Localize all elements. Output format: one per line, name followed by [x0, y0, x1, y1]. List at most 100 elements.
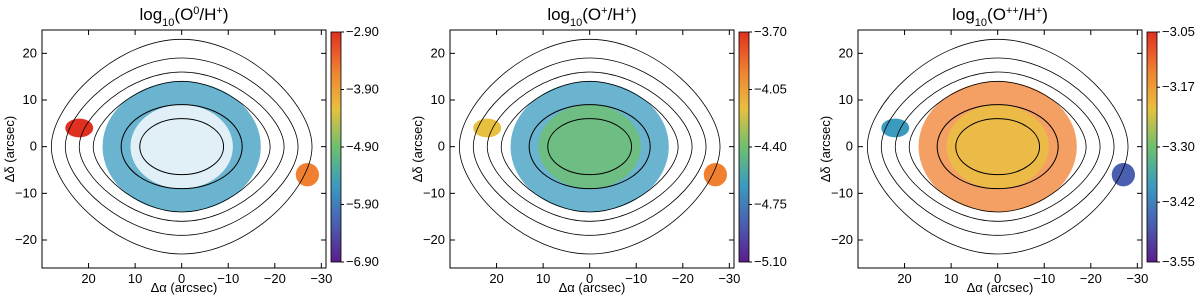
- x-tick-label: −10: [625, 271, 647, 286]
- title-part: log: [547, 5, 570, 24]
- x-axis-label: Δα (arcsec): [559, 280, 626, 295]
- y-axis-label: Δδ (arcsec): [410, 116, 425, 182]
- colorbar-tick-label: −3.90: [346, 82, 379, 97]
- x-tick-label: −30: [1126, 271, 1148, 286]
- colorbar-tick-label: −2.90: [346, 24, 379, 39]
- title-part: log: [952, 5, 975, 24]
- y-tick-label: −20: [423, 232, 445, 247]
- emission: [946, 104, 1049, 189]
- colorbar-tick-label: −3.70: [754, 24, 787, 39]
- colorbar-tick-label: −5.10: [754, 254, 787, 269]
- contour: [50, 38, 313, 255]
- map: [866, 38, 1136, 255]
- title-part: ): [1042, 5, 1048, 24]
- contour: [500, 80, 679, 213]
- x-tick-label: 0: [586, 271, 593, 286]
- panel-title: log10(O0/H+): [139, 5, 228, 29]
- x-tick-label: 10: [536, 271, 550, 286]
- x-axis-label: Δα (arcsec): [967, 280, 1034, 295]
- x-tick-label: −30: [718, 271, 740, 286]
- emission: [538, 104, 641, 189]
- x-tick-label: −20: [672, 271, 694, 286]
- title-part: /H: [199, 5, 216, 24]
- contour: [92, 80, 271, 213]
- title-part: +: [1036, 5, 1042, 17]
- title-part: /H: [608, 5, 625, 24]
- emission: [703, 163, 728, 187]
- contour: [472, 57, 707, 236]
- x-tick-label: 0: [178, 271, 185, 286]
- x-axis-label: Δα (arcsec): [151, 280, 218, 295]
- y-tick-label: −10: [423, 185, 445, 200]
- emission: [1111, 163, 1136, 187]
- colorbar-tick-label: −4.40: [754, 139, 787, 154]
- title-part: 0: [193, 5, 199, 17]
- contour: [139, 118, 225, 176]
- y-tick-label: 0: [846, 139, 853, 154]
- colorbar: [1146, 31, 1158, 263]
- title-part: +: [601, 5, 607, 17]
- axes-frame: [449, 29, 735, 269]
- y-tick-label: 20: [839, 45, 853, 60]
- emission: [295, 163, 320, 187]
- contour: [880, 57, 1115, 236]
- x-tick-label: −20: [1080, 271, 1102, 286]
- x-tick-label: −10: [217, 271, 239, 286]
- colorbar-tick-label: −3.05: [1162, 24, 1195, 39]
- colorbar-tick-label: −3.55: [1162, 254, 1195, 269]
- x-tick-label: 20: [897, 271, 911, 286]
- x-tick-label: 0: [994, 271, 1001, 286]
- y-tick-label: 0: [30, 139, 37, 154]
- colorbar-tick-label: −5.90: [346, 197, 379, 212]
- y-tick-label: −10: [831, 185, 853, 200]
- colorbar-tick-label: −3.42: [1162, 194, 1195, 209]
- x-tick-label: −30: [310, 271, 332, 286]
- y-tick-label: 20: [23, 45, 37, 60]
- contour: [528, 104, 651, 190]
- contour: [120, 104, 243, 190]
- map: [50, 38, 320, 255]
- colorbar-tick-label: −3.30: [1162, 139, 1195, 154]
- contour: [936, 104, 1059, 190]
- title-part: ): [223, 5, 229, 24]
- colorbar-tick-label: −4.05: [754, 82, 787, 97]
- axes-frame: [857, 29, 1143, 269]
- contour: [458, 38, 721, 255]
- y-axis-label: Δδ (arcsec): [818, 116, 833, 182]
- y-tick-label: −20: [15, 232, 37, 247]
- title-part: 10: [162, 17, 174, 29]
- y-tick-label: 10: [839, 92, 853, 107]
- x-tick-label: −20: [264, 271, 286, 286]
- title-part: 10: [975, 17, 987, 29]
- title-part: /H: [1019, 5, 1036, 24]
- contour: [78, 71, 285, 222]
- y-tick-label: 0: [438, 139, 445, 154]
- colorbar: [330, 31, 342, 263]
- y-tick-label: 10: [23, 92, 37, 107]
- title-part: (O: [174, 5, 193, 24]
- contour: [955, 118, 1041, 176]
- x-tick-label: 10: [128, 271, 142, 286]
- y-axis-label: Δδ (arcsec): [2, 116, 17, 182]
- title-part: log: [139, 5, 162, 24]
- contour: [547, 118, 633, 176]
- contour: [64, 57, 299, 236]
- title-part: +: [625, 5, 631, 17]
- contour: [486, 71, 693, 222]
- y-tick-label: 10: [431, 92, 445, 107]
- colorbar-tick-label: −4.90: [346, 139, 379, 154]
- y-tick-label: −10: [15, 185, 37, 200]
- contour: [894, 71, 1101, 222]
- colorbar: [738, 31, 750, 263]
- contour: [908, 80, 1087, 213]
- title-part: +: [216, 5, 222, 17]
- map: [458, 38, 728, 255]
- x-tick-label: −10: [1033, 271, 1055, 286]
- title-part: ++: [1006, 5, 1019, 17]
- panel-title: log10(O++/H+): [952, 5, 1048, 29]
- x-tick-label: 20: [81, 271, 95, 286]
- title-part: (O: [987, 5, 1006, 24]
- colorbar-tick-label: −4.75: [754, 197, 787, 212]
